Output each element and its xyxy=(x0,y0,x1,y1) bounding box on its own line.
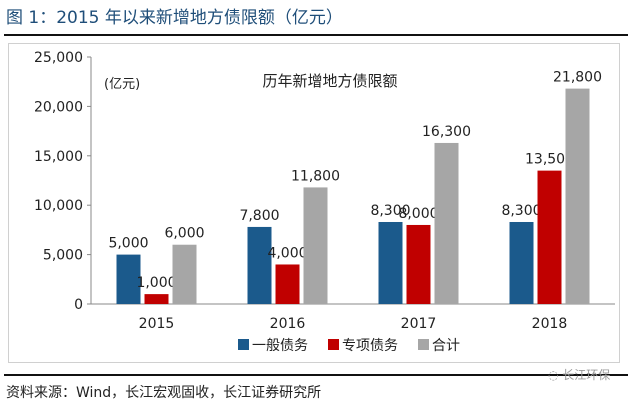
legend-swatch xyxy=(418,339,429,350)
bar xyxy=(247,226,272,304)
data-label: 16,300 xyxy=(422,124,471,140)
top-rule xyxy=(4,34,628,36)
bar-chart: 0 5,000 10,000 15,000 20,000 25,000 (亿元) 历年新增地方… xyxy=(34,50,615,354)
legend-swatch xyxy=(328,339,339,350)
bottom-rule xyxy=(4,374,628,376)
x-tick-label: 2018 xyxy=(532,316,568,332)
data-label: 4,000 xyxy=(267,245,307,261)
watermark-text: 长江环保 xyxy=(562,368,611,382)
watermark: ◌ 长江环保 xyxy=(548,368,611,382)
y-tick-label: 20,000 xyxy=(34,99,83,115)
y-tick-label: 10,000 xyxy=(34,198,83,214)
chart-frame xyxy=(8,43,620,363)
bar xyxy=(116,254,141,304)
y-tick-label: 15,000 xyxy=(34,149,83,165)
y-tick-label: 5,000 xyxy=(43,248,83,264)
data-label: 6,000 xyxy=(164,226,204,242)
data-label: 8,300 xyxy=(501,203,541,219)
bar xyxy=(303,187,328,304)
bar xyxy=(509,221,534,304)
bar xyxy=(378,221,403,304)
y-tick-label: 0 xyxy=(74,297,83,313)
data-label: 5,000 xyxy=(108,236,148,252)
bar xyxy=(537,170,562,304)
legend-label: 专项债务 xyxy=(342,338,398,354)
figure-title: 图 1：2015 年以来新增地方债限额（亿元） xyxy=(6,8,343,28)
legend-label: 一般债务 xyxy=(252,338,308,354)
legend-label: 合计 xyxy=(432,338,460,354)
legend-swatch xyxy=(238,339,249,350)
data-label: 8,000 xyxy=(398,206,438,222)
data-label: 8,300 xyxy=(370,203,410,219)
data-label: 7,800 xyxy=(239,208,279,224)
unit-label: (亿元) xyxy=(104,77,140,92)
x-tick-label: 2016 xyxy=(270,316,306,332)
bar xyxy=(406,224,431,304)
x-tick-label: 2017 xyxy=(401,316,437,332)
bar xyxy=(434,142,459,304)
bar xyxy=(275,264,300,304)
source-note: 资料来源：Wind，长江宏观固收，长江证券研究所 xyxy=(6,385,322,401)
bar xyxy=(172,244,197,304)
chart-title: 历年新增地方债限额 xyxy=(262,72,397,90)
data-label: 11,800 xyxy=(291,168,340,184)
data-label: 1,000 xyxy=(136,275,176,291)
x-tick-label: 2015 xyxy=(139,316,175,332)
data-label: 13,500 xyxy=(525,152,574,168)
bar xyxy=(144,294,169,304)
bar xyxy=(565,88,590,304)
y-tick-label: 25,000 xyxy=(34,50,83,66)
data-label: 21,800 xyxy=(553,70,602,86)
